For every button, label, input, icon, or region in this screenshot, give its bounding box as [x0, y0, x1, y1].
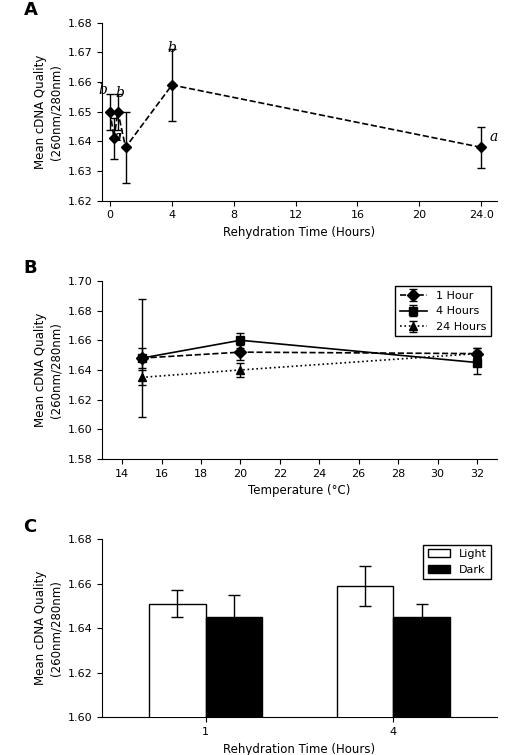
Bar — [393, 617, 450, 755]
Bar — [150, 604, 206, 755]
Text: a: a — [114, 131, 122, 144]
Legend: Light, Dark: Light, Dark — [423, 544, 491, 579]
Y-axis label: Mean cDNA Quality
(260nm/280nm): Mean cDNA Quality (260nm/280nm) — [34, 313, 62, 427]
Y-axis label: Mean cDNA Quality
(260nm/280nm): Mean cDNA Quality (260nm/280nm) — [34, 571, 62, 686]
Text: b: b — [98, 83, 107, 97]
Text: b: b — [167, 42, 177, 55]
Bar — [337, 586, 393, 755]
Text: a: a — [489, 131, 498, 144]
Text: B: B — [24, 259, 37, 277]
Text: A: A — [24, 1, 37, 19]
Y-axis label: Mean cDNA Quality
(260nm/280nm): Mean cDNA Quality (260nm/280nm) — [34, 54, 62, 169]
Text: C: C — [24, 518, 37, 535]
Legend: 1 Hour, 4 Hours, 24 Hours: 1 Hour, 4 Hours, 24 Hours — [395, 286, 491, 337]
X-axis label: Rehydration Time (Hours): Rehydration Time (Hours) — [223, 226, 376, 239]
Text: a: a — [112, 131, 120, 144]
X-axis label: Rehydration Time (Hours): Rehydration Time (Hours) — [223, 742, 376, 755]
X-axis label: Temperature (°C): Temperature (°C) — [248, 484, 351, 498]
Bar — [206, 617, 262, 755]
Text: b: b — [116, 86, 124, 100]
